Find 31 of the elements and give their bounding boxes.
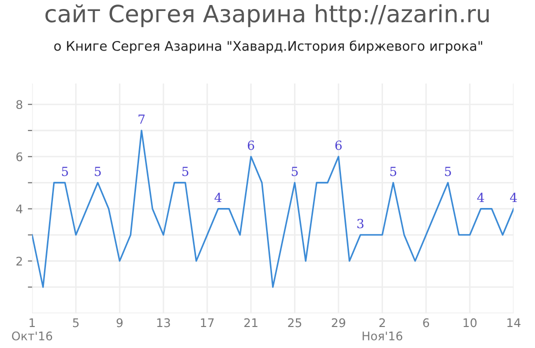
chart-title: сайт Сергея Азарина http://azarin.ru [45, 4, 489, 28]
data-label: 4 [477, 192, 484, 202]
data-label: 7 [138, 114, 145, 124]
y-tick-label: 8 [16, 100, 22, 110]
data-label: 3 [357, 218, 364, 228]
x-tick-label: 5 [73, 318, 79, 328]
y-tick-label: 6 [16, 152, 22, 162]
data-label: 5 [292, 166, 298, 176]
data-label: 5 [445, 166, 451, 176]
data-label: 5 [94, 166, 101, 176]
data-label: 5 [390, 166, 396, 176]
chart-subtitle: о Книге Сергея Азарина "Хавард.История биржевого игрока" [54, 40, 482, 54]
x-tick-label: 1 Окт'16 [12, 318, 52, 340]
x-tick-label: 13 [157, 318, 170, 328]
x-tick-label: 17 [200, 318, 214, 328]
y-tick-label: 2 [16, 256, 22, 266]
data-label: 6 [335, 140, 342, 150]
x-tick-label: 14 [507, 318, 520, 328]
x-tick-label: 29 [332, 318, 346, 328]
data-label: 5 [62, 166, 68, 176]
x-tick-label: 25 [288, 318, 302, 328]
x-tick-label: 10 [464, 318, 477, 328]
y-tick-label: 4 [16, 204, 22, 214]
data-label: 6 [248, 140, 254, 150]
x-tick-label: 9 [116, 318, 123, 328]
x-tick-label: 6 [423, 318, 430, 328]
x-tick-label: 21 [244, 318, 258, 328]
data-label: 5 [182, 166, 188, 176]
data-label: 4 [510, 192, 517, 202]
data-label: 4 [214, 192, 222, 202]
x-tick-label: 2 Ноя'16 [362, 318, 402, 340]
